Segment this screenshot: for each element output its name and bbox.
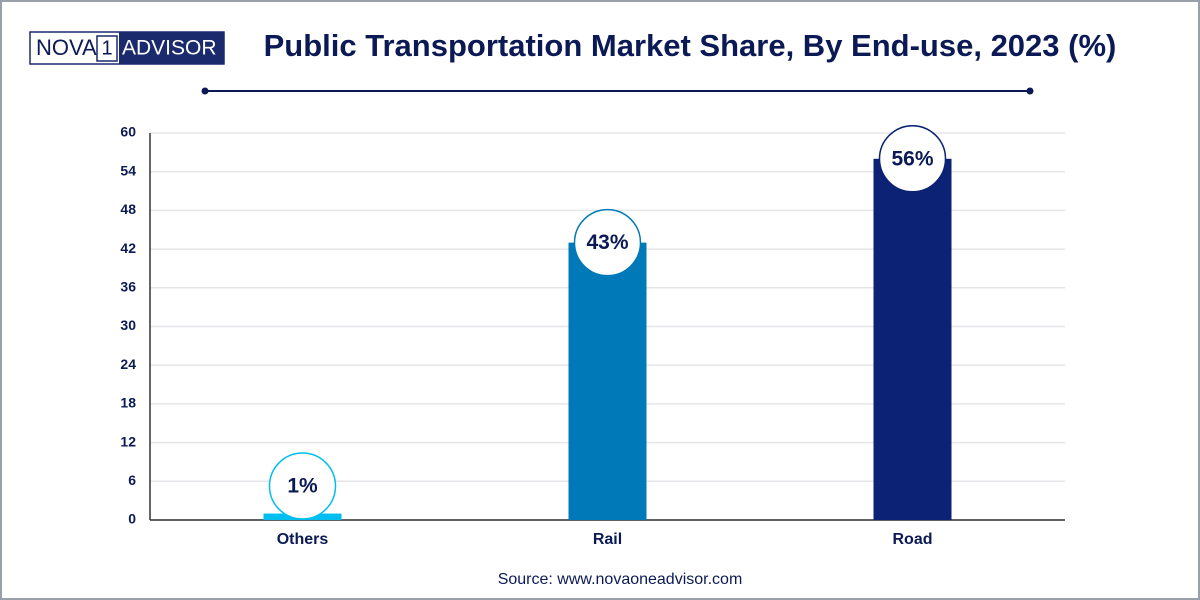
y-tick-label: 0 bbox=[128, 511, 136, 527]
x-tick-label: Others bbox=[277, 531, 329, 548]
bar bbox=[873, 158, 952, 521]
chart-title: Public Transportation Market Share, By E… bbox=[264, 28, 1117, 63]
divider-dot bbox=[1026, 87, 1034, 95]
y-tick-label: 42 bbox=[120, 240, 136, 256]
value-label: 43% bbox=[586, 231, 628, 254]
y-tick-label: 24 bbox=[120, 356, 136, 372]
bar bbox=[568, 242, 647, 520]
logo-right: ADVISOR bbox=[122, 37, 217, 60]
x-tick-label: Rail bbox=[593, 531, 622, 548]
y-tick-label: 30 bbox=[120, 317, 136, 333]
source: Source: www.novaoneadvisor.com bbox=[498, 571, 743, 588]
y-tick-label: 54 bbox=[120, 162, 136, 178]
y-tick-label: 60 bbox=[120, 124, 136, 140]
value-label: 1% bbox=[287, 475, 318, 498]
logo-mark: 1 bbox=[101, 37, 112, 59]
value-label-bubble bbox=[878, 125, 947, 193]
logo-left: NOVA bbox=[36, 35, 97, 60]
divider-dot bbox=[201, 87, 209, 95]
y-tick-label: 36 bbox=[120, 279, 136, 295]
value-label-bubble bbox=[268, 452, 337, 520]
logo: NOVA 1 ADVISOR bbox=[29, 31, 225, 65]
value-label: 56% bbox=[891, 147, 933, 170]
x-tick-label: Road bbox=[893, 531, 933, 548]
y-tick-label: 18 bbox=[120, 395, 136, 411]
y-tick-label: 6 bbox=[128, 472, 136, 488]
y-tick-label: 48 bbox=[120, 201, 136, 217]
value-label-bubble bbox=[573, 208, 642, 277]
logo-right-box bbox=[119, 32, 224, 64]
y-tick-label: 12 bbox=[120, 433, 136, 449]
logo-mark-box bbox=[96, 35, 118, 62]
